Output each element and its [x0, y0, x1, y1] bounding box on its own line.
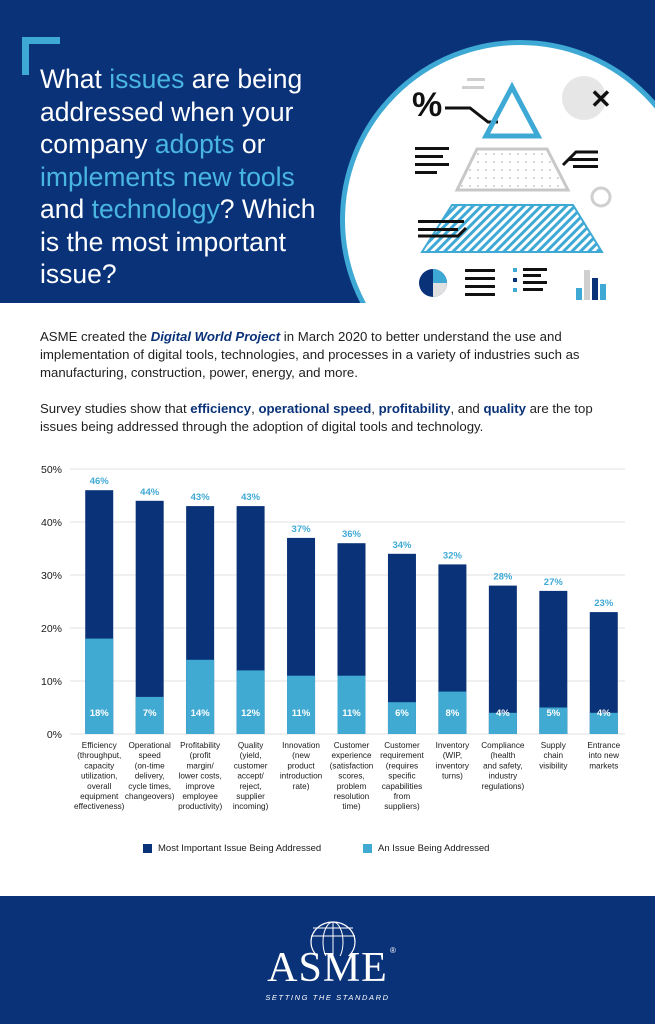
bar-most-important — [387, 702, 416, 734]
most-important-value-label: 12% — [241, 708, 261, 719]
footer-banner: ASME ® SETTING THE STANDARD — [0, 896, 655, 1024]
total-value-label: 27% — [544, 577, 564, 588]
headline-text: are being addressed when your company — [40, 64, 303, 159]
category-label: Supply chain visibility — [539, 741, 568, 770]
globe-icon — [310, 921, 356, 956]
legend-swatch-navy — [143, 844, 152, 853]
headline-text: What — [40, 64, 110, 94]
y-tick-label: 50% — [41, 464, 62, 476]
bar-most-important — [85, 638, 114, 734]
list-line — [415, 147, 449, 150]
bullet-list-icon — [513, 268, 517, 272]
bar-most-important — [135, 696, 164, 734]
text-lines-icon — [465, 269, 495, 272]
bar-most-important — [438, 691, 467, 734]
headline-text: ? Which is the most important issue? — [40, 194, 316, 289]
most-important-value-label: 14% — [191, 708, 211, 719]
most-important-value-label: 5% — [546, 708, 560, 719]
most-important-value-label: 7% — [143, 708, 157, 719]
corner-bracket-decoration — [22, 37, 60, 75]
pyramid-middle-trapezoid — [454, 147, 571, 192]
bar-total — [135, 500, 164, 734]
most-important-value-label: 8% — [446, 708, 460, 719]
legend-label-an-issue: An Issue Being Addressed — [378, 843, 490, 854]
bar-most-important — [287, 675, 316, 734]
digital-world-project-emphasis: Digital World Project — [150, 329, 281, 344]
category-label: Compliance (health and safety, industry regu… — [481, 741, 525, 791]
most-important-value-label: 6% — [395, 708, 409, 719]
y-tick-label: 30% — [41, 570, 62, 582]
headline-text: or — [234, 129, 266, 159]
y-tick-label: 10% — [41, 676, 62, 688]
small-circle-shape — [590, 186, 612, 208]
category-label: Profitability (profit margin/lower costs, i… — [178, 741, 222, 811]
most-important-value-label: 11% — [292, 708, 311, 719]
category-label: Innovation (new product introduction rate) — [280, 741, 323, 791]
legend-item-an-issue: An Issue Being Addressed — [363, 843, 489, 854]
category-label: Customer experience (satisfaction scores, pr… — [330, 741, 374, 811]
category-label: Operational speed (on-time delivery, cycle t… — [125, 741, 175, 801]
total-value-label: 32% — [443, 550, 463, 561]
header-banner: % ✕ — [0, 0, 655, 303]
most-important-value-label: 11% — [342, 708, 361, 719]
connector-line — [445, 106, 498, 124]
total-value-label: 43% — [191, 492, 211, 503]
bar-most-important — [236, 670, 265, 734]
pyramid-illustration: % ✕ — [412, 76, 612, 300]
intro-paragraph-2: Survey studies show that efficiency, ope… — [40, 401, 593, 434]
total-value-label: 44% — [140, 487, 160, 498]
bar-total — [488, 585, 517, 734]
total-value-label: 37% — [292, 524, 312, 535]
y-tick-label: 20% — [41, 623, 62, 635]
category-label: Customer requirement (requires specific capa… — [380, 741, 424, 811]
bar-most-important — [337, 675, 366, 734]
category-label: Entrance into new markets — [587, 741, 620, 770]
total-value-label: 34% — [392, 540, 412, 551]
total-value-label: 23% — [594, 598, 614, 609]
headline-text: and — [40, 194, 92, 224]
headline-highlight: implements new tools — [40, 161, 295, 192]
y-tick-label: 0% — [47, 729, 62, 741]
asme-wordmark: ASME — [267, 945, 388, 991]
gray-line-2 — [462, 86, 484, 89]
total-value-label: 36% — [342, 529, 362, 540]
total-value-label: 28% — [493, 572, 513, 583]
intro-paragraph-1: ASME created the Digital World Project i… — [40, 329, 580, 380]
legend-swatch-light — [363, 844, 372, 853]
total-value-label: 43% — [241, 492, 261, 503]
headline-highlight: technology — [91, 194, 220, 224]
gray-circle-shape — [562, 76, 606, 120]
most-important-value-label: 18% — [90, 708, 110, 719]
gray-line-1 — [467, 78, 485, 81]
registered-mark: ® — [390, 946, 396, 955]
category-label: Inventory (WIP, inventory turns) — [436, 741, 471, 781]
bar-chart-icon — [576, 288, 582, 300]
most-important-value-label: 4% — [496, 708, 510, 719]
headline-highlight: issues — [109, 64, 185, 94]
asme-tagline: SETTING THE STANDARD — [265, 993, 390, 1002]
bar-chart-svg: 0% 10% 20% 30% 40% 50% 46% 18% Efficiency (throug… — [41, 464, 625, 811]
headline: What issues are being addressed when you… — [40, 63, 340, 291]
bar-most-important — [186, 659, 215, 734]
most-important-value-label: 4% — [597, 708, 611, 719]
asme-logo: ASME ® SETTING THE STANDARD — [255, 916, 400, 1006]
total-value-label: 46% — [90, 476, 110, 487]
pyramid-top-triangle — [481, 81, 543, 139]
category-label: Quality (yield, customer accept/reject, supp… — [233, 741, 269, 811]
bar-most-important — [488, 712, 517, 734]
bar-most-important — [589, 712, 618, 734]
percent-icon: % — [412, 86, 442, 124]
y-tick-label: 40% — [41, 517, 62, 529]
legend-item-most-important: Most Important Issue Being Addressed — [143, 843, 321, 854]
intro-section: ASME created the Digital World Project i… — [40, 328, 620, 454]
legend-label-most-important: Most Important Issue Being Addressed — [158, 843, 322, 854]
bar-most-important — [539, 707, 568, 734]
close-icon: ✕ — [590, 84, 612, 114]
category-label: Efficiency (throughput, capacity utilizatio… — [74, 741, 125, 811]
headline-highlight: adopts — [154, 129, 235, 159]
bar-chart: 0% 10% 20% 30% 40% 50% 46% 18% Efficiency (throug… — [0, 455, 655, 865]
